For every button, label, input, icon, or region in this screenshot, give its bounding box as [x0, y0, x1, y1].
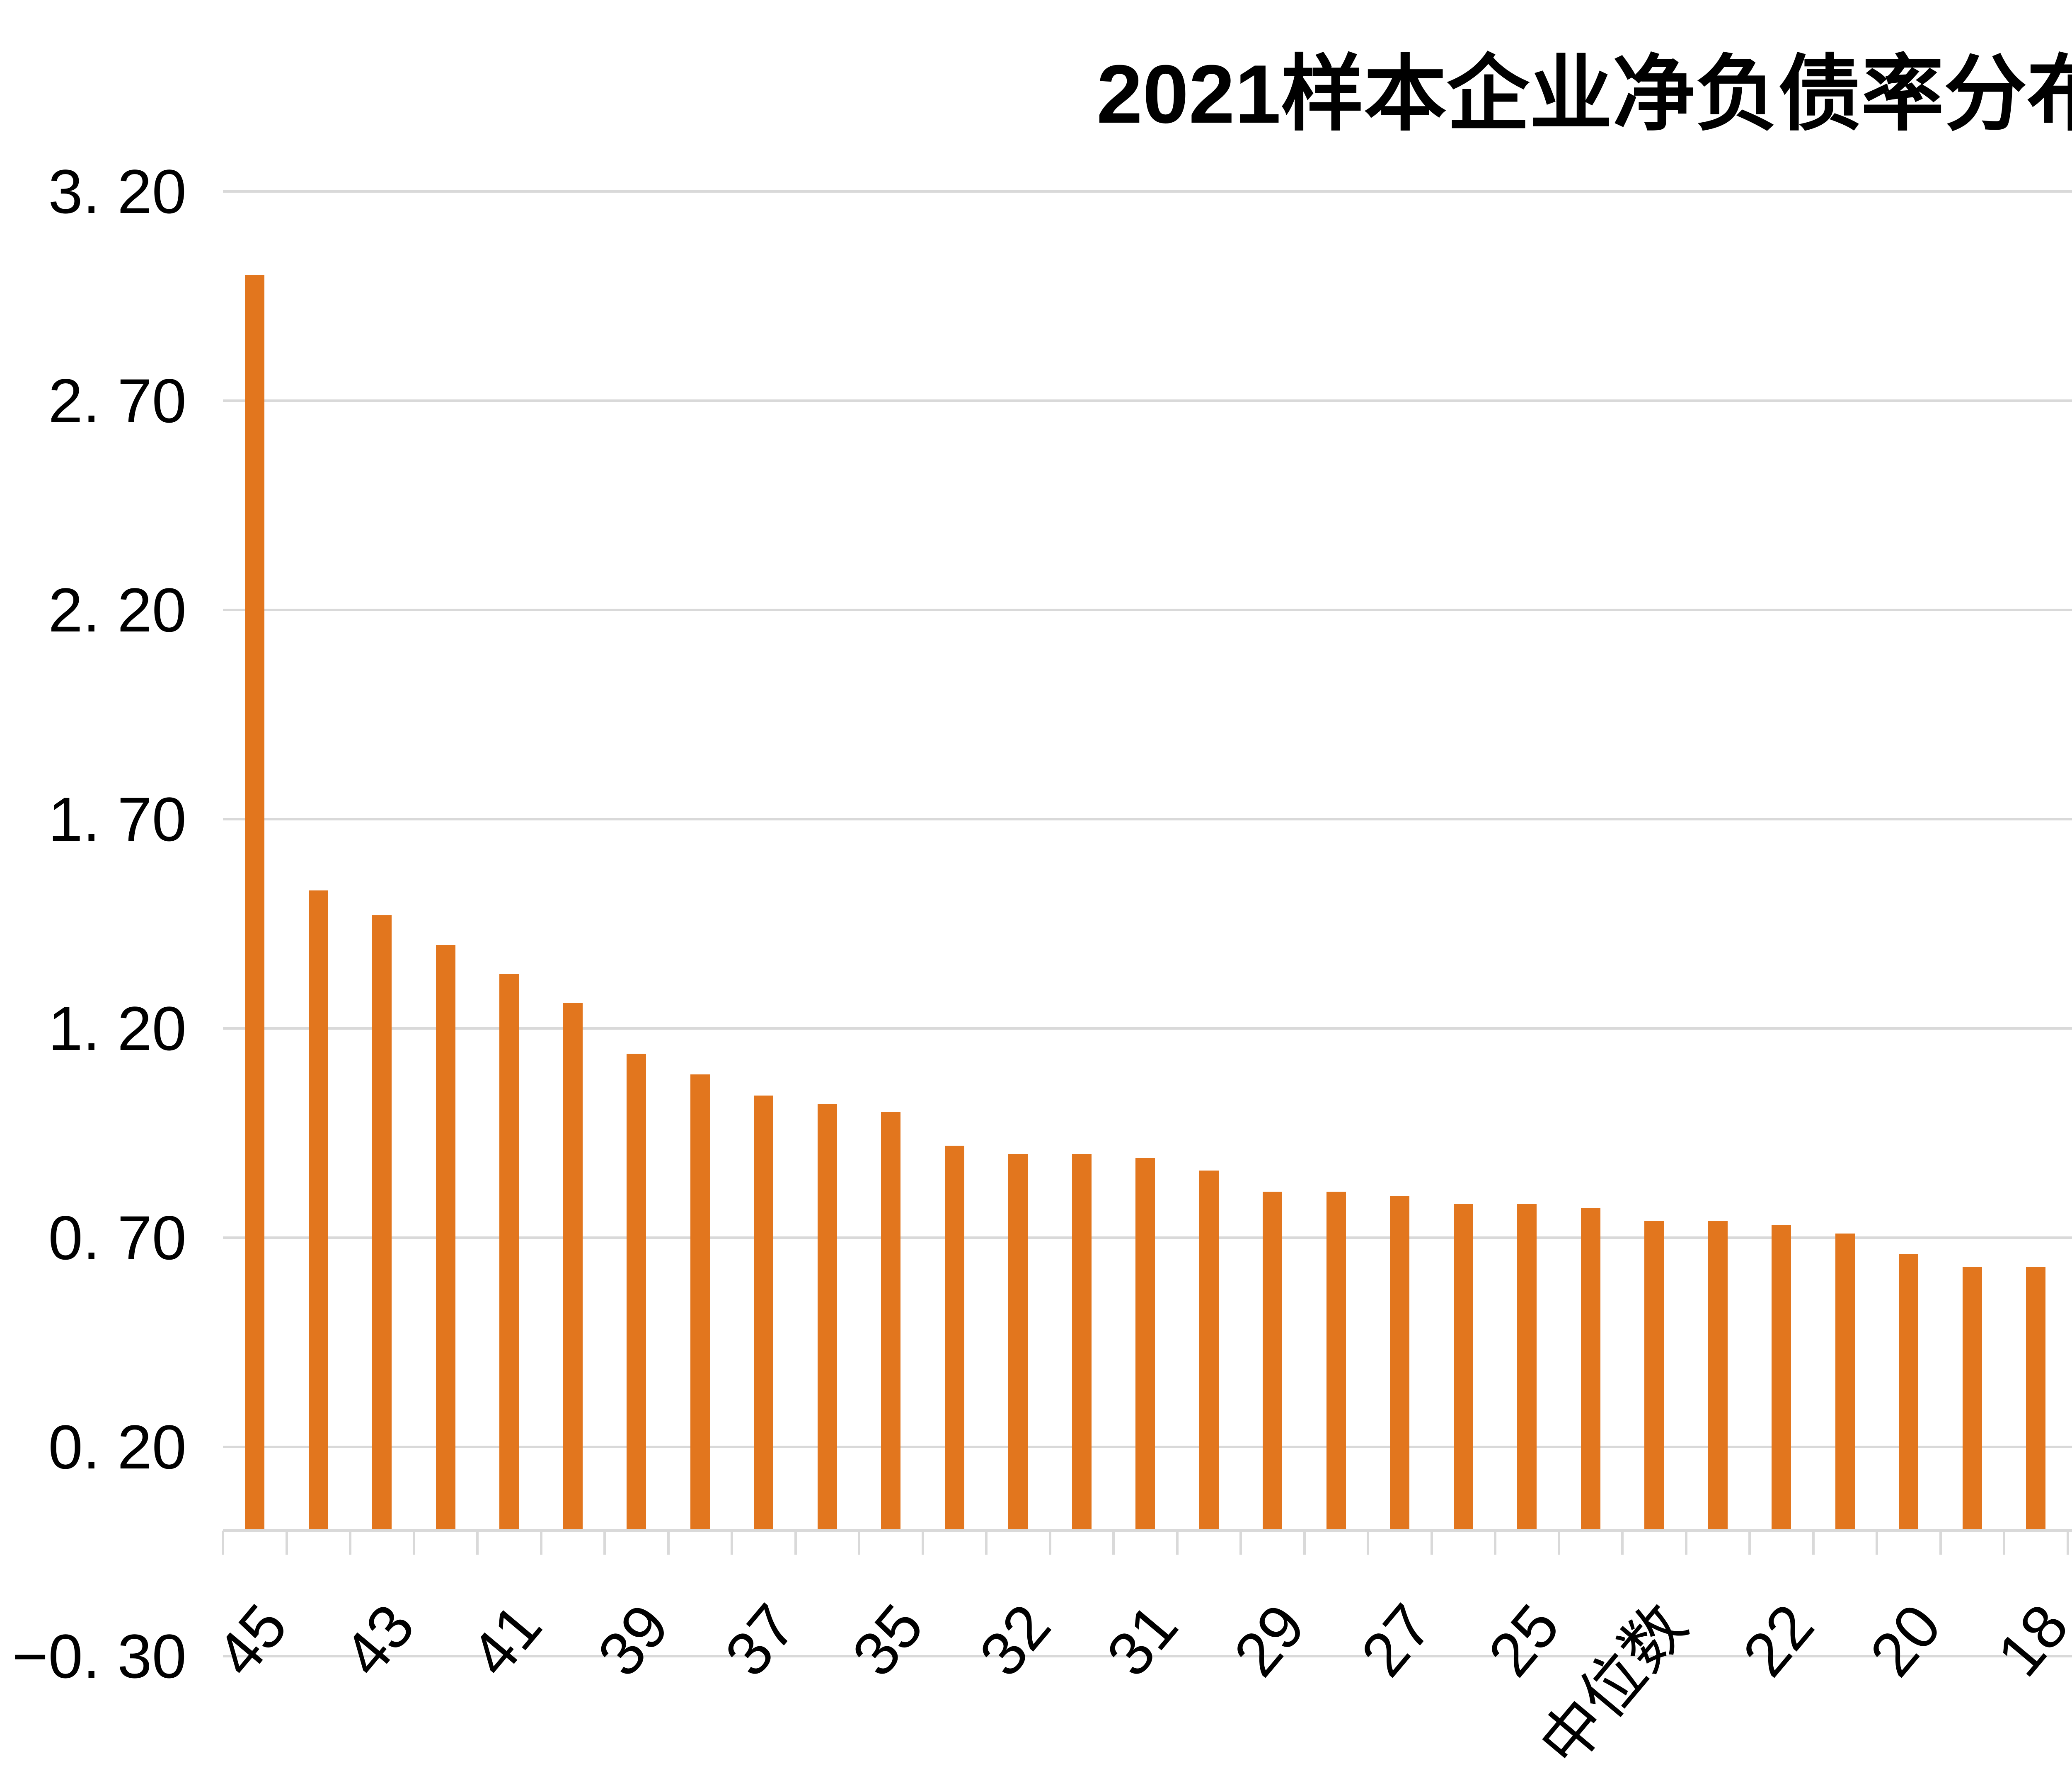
- gridline: [223, 1027, 2072, 1030]
- axis-tick: [1557, 1531, 1560, 1555]
- axis-tick: [921, 1531, 924, 1555]
- axis-tick: [985, 1531, 988, 1555]
- axis-tick: [2066, 1531, 2069, 1555]
- gridline: [223, 609, 2072, 611]
- x-tick-label: 20: [1856, 1591, 1954, 1689]
- axis-tick: [2003, 1531, 2005, 1555]
- x-tick-label: 35: [838, 1591, 937, 1689]
- gridline: [223, 818, 2072, 820]
- chart-title: 2021样本企业净负债率分布情况: [1097, 48, 2072, 140]
- bar: [436, 945, 455, 1531]
- bar: [1326, 1191, 1346, 1531]
- bar: [1708, 1221, 1728, 1531]
- y-tick-label: 0. 70: [48, 1203, 186, 1272]
- bar: [1263, 1191, 1283, 1531]
- y-tick-label: 1. 70: [48, 784, 186, 854]
- y-tick-label: 3. 20: [48, 157, 186, 226]
- axis-tick: [1621, 1531, 1624, 1555]
- x-tick-label: 22: [1729, 1591, 1827, 1689]
- axis-tick: [731, 1531, 733, 1555]
- bar: [754, 1095, 774, 1531]
- bar: [245, 275, 265, 1531]
- bar: [1008, 1154, 1028, 1531]
- bar: [1390, 1196, 1410, 1531]
- x-tick-label: 45: [202, 1591, 300, 1689]
- bar: [1453, 1204, 1473, 1531]
- bar: [372, 915, 392, 1531]
- category-axis-line: [223, 1529, 2072, 1532]
- axis-tick: [285, 1531, 288, 1555]
- axis-tick: [1176, 1531, 1179, 1555]
- x-tick-label: 29: [1220, 1591, 1318, 1689]
- gridline: [223, 190, 2072, 193]
- bar: [944, 1145, 964, 1531]
- axis-tick: [222, 1531, 224, 1555]
- x-tick-label: 31: [1093, 1591, 1191, 1689]
- axis-tick: [1939, 1531, 1942, 1555]
- axis-tick: [540, 1531, 542, 1555]
- bar: [2026, 1267, 2046, 1531]
- axis-tick: [1303, 1531, 1306, 1555]
- y-tick-label: 1. 20: [48, 994, 186, 1063]
- bar: [690, 1074, 710, 1531]
- bar: [1135, 1158, 1155, 1531]
- bar: [499, 974, 519, 1531]
- axis-tick: [794, 1531, 797, 1555]
- bar: [1899, 1254, 1919, 1531]
- axis-tick: [1685, 1531, 1687, 1555]
- axis-tick: [1812, 1531, 1815, 1555]
- axis-tick: [1048, 1531, 1051, 1555]
- axis-tick: [603, 1531, 606, 1555]
- axis-tick: [667, 1531, 670, 1555]
- x-tick-label: 27: [1347, 1591, 1445, 1689]
- axis-tick: [1494, 1531, 1496, 1555]
- y-tick-label: −0. 30: [12, 1621, 186, 1691]
- bar: [1962, 1267, 1982, 1531]
- axis-tick: [349, 1531, 351, 1555]
- bar: [1199, 1171, 1219, 1531]
- axis-tick: [1430, 1531, 1433, 1555]
- bar: [1835, 1233, 1855, 1531]
- axis-tick: [1112, 1531, 1115, 1555]
- axis-tick: [1748, 1531, 1751, 1555]
- bar: [1072, 1154, 1092, 1531]
- x-tick-label: 43: [329, 1591, 428, 1689]
- bar: [308, 890, 328, 1531]
- bar: [1772, 1225, 1791, 1531]
- axis-tick: [1367, 1531, 1369, 1555]
- gridline: [223, 399, 2072, 402]
- y-tick-label: 0. 20: [48, 1412, 186, 1482]
- x-tick-label: 18: [1983, 1591, 2072, 1689]
- axis-tick: [1876, 1531, 1878, 1555]
- x-tick-label: 37: [711, 1591, 809, 1689]
- bar: [1644, 1221, 1664, 1531]
- x-tick-label: 41: [457, 1591, 555, 1689]
- axis-tick: [858, 1531, 860, 1555]
- bar: [1581, 1208, 1600, 1531]
- x-tick-label: 25: [1474, 1591, 1573, 1689]
- x-tick-label: 32: [966, 1591, 1064, 1689]
- bar: [881, 1112, 901, 1531]
- axis-tick: [476, 1531, 479, 1555]
- x-tick-label: 39: [584, 1591, 682, 1689]
- bar: [627, 1053, 646, 1531]
- y-tick-label: 2. 70: [48, 366, 186, 435]
- bar: [817, 1103, 837, 1531]
- axis-tick: [1239, 1531, 1242, 1555]
- axis-tick: [412, 1531, 415, 1555]
- y-tick-label: 2. 20: [48, 575, 186, 645]
- plot-bottom-border: [223, 1655, 2072, 1657]
- bar: [563, 1003, 583, 1531]
- bar: [1517, 1204, 1537, 1531]
